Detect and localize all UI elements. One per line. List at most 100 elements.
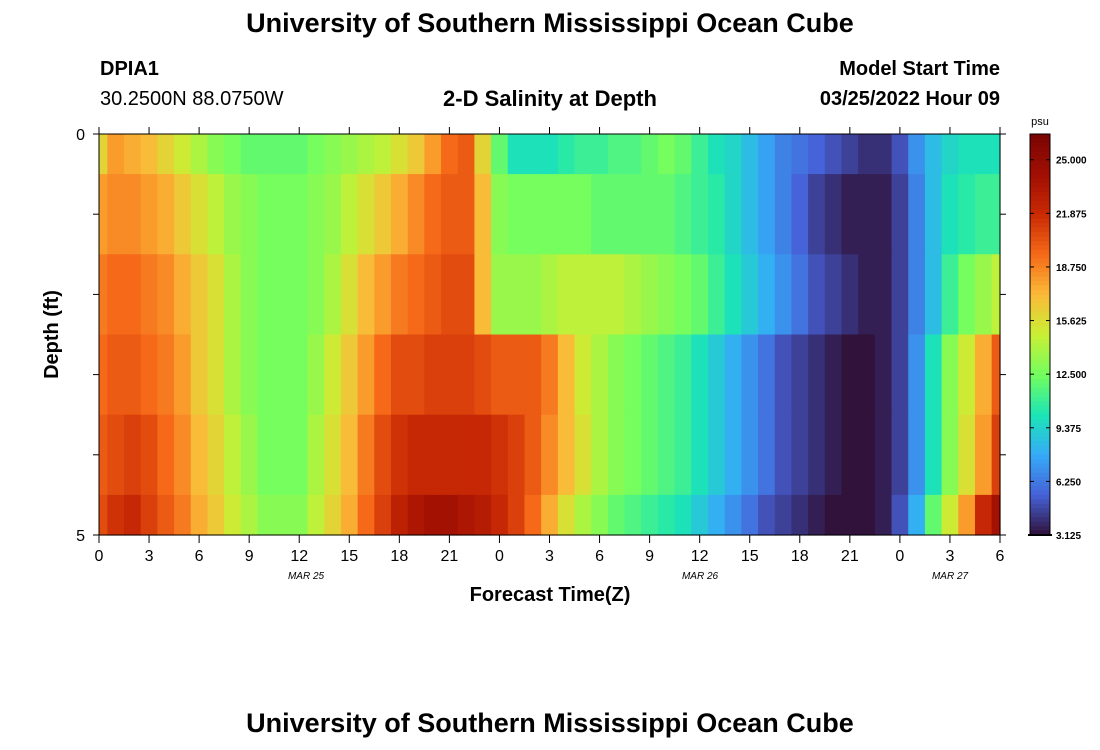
- heatmap-cell: [691, 334, 709, 416]
- heatmap-cell: [841, 414, 859, 496]
- heatmap-cell: [441, 134, 459, 175]
- heatmap-cell: [691, 254, 709, 336]
- heatmap-cell: [974, 254, 993, 336]
- heatmap-cell: [657, 494, 676, 536]
- heatmap-cell: [324, 134, 342, 175]
- x-tick-label: 21: [841, 548, 859, 565]
- colorbar-segment: [1030, 138, 1050, 144]
- colorbar-segment: [1030, 214, 1050, 220]
- heatmap-cell: [474, 494, 492, 536]
- colorbar-segment: [1030, 370, 1050, 376]
- y-axis-label: Depth (ft): [41, 290, 63, 379]
- heatmap-cell: [891, 494, 909, 536]
- x-tick-label: 21: [440, 548, 458, 565]
- heatmap-cell: [207, 334, 225, 416]
- colorbar-tick-label: 15.625: [1056, 317, 1087, 328]
- salinity-heatmap-chart: 0 3 6 9 12 15 18 21 0 3 6 9 12 15 18 21 0 3 6 MAR 25 MAR 26 M…: [41, 116, 1087, 582]
- colorbar-segment: [1030, 294, 1050, 300]
- colorbar-segment: [1030, 187, 1050, 193]
- heatmap-cell: [741, 334, 759, 416]
- colorbar-unit: psu: [1031, 116, 1049, 128]
- heatmap-cell: [274, 134, 292, 175]
- heatmap-cell: [691, 494, 709, 536]
- colorbar-segment: [1030, 383, 1050, 389]
- heatmap-cell: [157, 174, 175, 255]
- heatmap-cell: [407, 494, 425, 536]
- heatmap-cell: [541, 494, 559, 536]
- heatmap-cell: [974, 134, 993, 175]
- heatmap-cell: [374, 334, 392, 416]
- heatmap-cell: [107, 254, 125, 336]
- heatmap-cell: [724, 494, 742, 536]
- x-tick-label: 9: [245, 548, 254, 565]
- colorbar-tick-label: 25.000: [1056, 156, 1087, 167]
- heatmap-cell: [991, 334, 1001, 416]
- heatmap-cell: [891, 254, 909, 336]
- colorbar-segment: [1030, 450, 1050, 456]
- heatmap-cell: [624, 174, 642, 255]
- colorbar-segment: [1030, 503, 1050, 509]
- heatmap-cell: [224, 414, 242, 496]
- colorbar-segment: [1030, 365, 1050, 371]
- model-start-value: 03/25/2022 Hour 09: [819, 88, 1000, 110]
- colorbar-segment: [1030, 254, 1050, 260]
- heatmap-cell: [424, 174, 442, 255]
- colorbar-segment: [1030, 209, 1050, 215]
- heatmap-cell: [474, 174, 492, 255]
- colorbar-segment: [1030, 481, 1050, 487]
- colorbar-segment: [1030, 307, 1050, 313]
- heatmap-cell: [824, 414, 843, 496]
- heatmap-cell: [257, 494, 275, 536]
- heatmap-cell: [941, 494, 959, 536]
- colorbar-segment: [1030, 321, 1050, 327]
- heatmap-cell: [958, 174, 976, 255]
- station-id: DPIA1: [100, 58, 159, 80]
- x-tick-label: 3: [945, 548, 954, 565]
- heatmap-cell: [591, 334, 609, 416]
- colorbar-tick-label: 12.500: [1056, 370, 1087, 381]
- heatmap-cell: [140, 134, 158, 175]
- heatmap-cell: [190, 134, 209, 175]
- heatmap-cell: [374, 494, 392, 536]
- colorbar-segment: [1030, 432, 1050, 438]
- date-label: MAR 27: [932, 571, 969, 582]
- heatmap-cell: [257, 254, 275, 336]
- colorbar-segment: [1030, 343, 1050, 349]
- heatmap-cell: [974, 174, 993, 255]
- colorbar-segment: [1030, 485, 1050, 492]
- plot-axes: 0 3 6 9 12 15 18 21 0 3 6 9 12 15 18 21 0 3 6 MAR 25 MAR 26 M…: [76, 127, 1006, 582]
- heatmap-cell: [390, 174, 409, 255]
- heatmap-cell: [107, 334, 125, 416]
- colorbar-segment: [1030, 410, 1050, 416]
- heatmap-cell: [841, 134, 859, 175]
- colorbar-segment: [1030, 387, 1050, 394]
- heatmap-cell: [674, 414, 692, 496]
- colorbar-segment: [1030, 147, 1050, 153]
- x-tick-label: 18: [791, 548, 809, 565]
- heatmap-cell: [324, 254, 342, 336]
- x-tick-label: 6: [595, 548, 604, 565]
- heatmap-cell: [891, 334, 909, 416]
- heatmap-cell: [307, 134, 325, 175]
- heatmap-cell: [457, 254, 476, 336]
- heatmap-cell: [724, 134, 742, 175]
- heatmap-cell: [240, 174, 259, 255]
- heatmap-cell: [924, 414, 943, 496]
- heatmap-cell: [374, 134, 392, 175]
- heatmap-cell: [641, 254, 659, 336]
- heatmap-cells: [99, 134, 1001, 536]
- heatmap-cell: [507, 254, 526, 336]
- heatmap-cell: [99, 134, 108, 175]
- colorbar-segment: [1030, 477, 1050, 483]
- heatmap-cell: [224, 494, 242, 536]
- x-tick-label: 3: [545, 548, 554, 565]
- heatmap-cell: [591, 254, 609, 336]
- x-tick-label: 9: [645, 548, 654, 565]
- heatmap-cell: [374, 414, 392, 496]
- heatmap-cell: [441, 174, 459, 255]
- heatmap-cell: [507, 334, 526, 416]
- heatmap-cell: [641, 414, 659, 496]
- plot-title: 2-D Salinity at Depth: [443, 86, 657, 111]
- heatmap-cell: [808, 334, 826, 416]
- date-label: MAR 26: [682, 571, 719, 582]
